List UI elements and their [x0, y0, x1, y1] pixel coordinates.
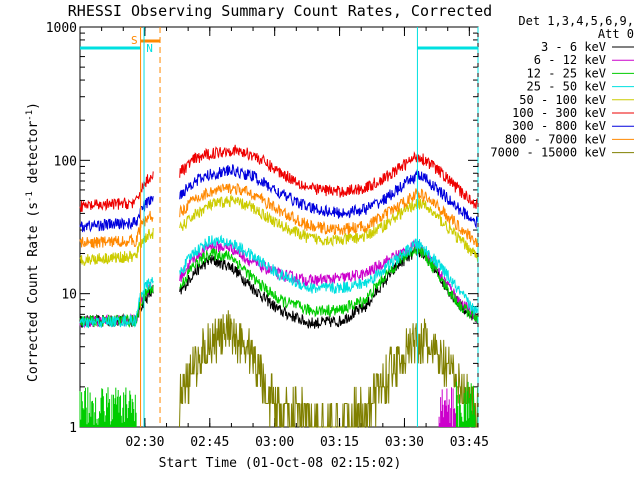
legend-label: 100 - 300 keV	[512, 106, 606, 120]
y-tick-label: 1000	[46, 21, 77, 36]
y-tick-label: 1	[69, 421, 77, 436]
x-tick-label: 03:00	[255, 435, 294, 450]
legend-label: 300 - 800 keV	[512, 119, 606, 133]
legend-label: 3 - 6 keV	[541, 40, 606, 54]
y-label-end: )	[26, 102, 41, 110]
y-label-sup1: -1	[25, 191, 35, 202]
y-tick-label: 10	[61, 288, 77, 303]
flag-layer: SN	[80, 27, 479, 427]
series-line	[79, 243, 479, 328]
night-label: N	[146, 42, 153, 55]
x-tick-label: 03:30	[385, 435, 424, 450]
legend-label: 25 - 50 keV	[527, 80, 606, 94]
legend-label: 800 - 7000 keV	[505, 132, 606, 146]
series-burst	[79, 387, 137, 427]
legend-label: 7000 - 15000 keV	[490, 146, 606, 160]
chart-title: RHESSI Observing Summary Count Rates, Co…	[68, 2, 492, 20]
legend-label: 6 - 12 keV	[534, 53, 606, 67]
y-label-main: Corrected Count Rate (s	[26, 202, 41, 382]
series-burst	[438, 387, 457, 427]
legend-header: Det 1,3,4,5,6,9,	[518, 14, 634, 28]
y-label-sup2: -1	[25, 110, 35, 121]
series-line	[179, 310, 478, 428]
legend-label: 50 - 100 keV	[519, 93, 606, 107]
y-label-mid: detector	[26, 121, 41, 192]
y-ticks: 1 10 100 1000	[46, 21, 478, 436]
y-tick-label: 100	[54, 154, 77, 169]
x-tick-label: 03:45	[450, 435, 489, 450]
series-line	[79, 246, 479, 329]
x-tick-label: 02:30	[125, 435, 164, 450]
legend-label: 12 - 25 keV	[527, 66, 606, 80]
y-axis-label: Corrected Count Rate (s-1 detector-1)	[25, 102, 41, 382]
x-tick-label: 03:15	[320, 435, 359, 450]
x-tick-label: 02:45	[190, 435, 229, 450]
saa-label: S	[131, 34, 138, 47]
series-burst	[455, 381, 476, 427]
x-axis-label: Start Time (01-Oct-08 02:15:02)	[159, 456, 402, 471]
legend-header: Att 0	[598, 27, 634, 41]
x-ticks: 02:30 02:45 03:00 03:15 03:30 03:45	[79, 27, 489, 450]
series-layer	[79, 144, 479, 428]
